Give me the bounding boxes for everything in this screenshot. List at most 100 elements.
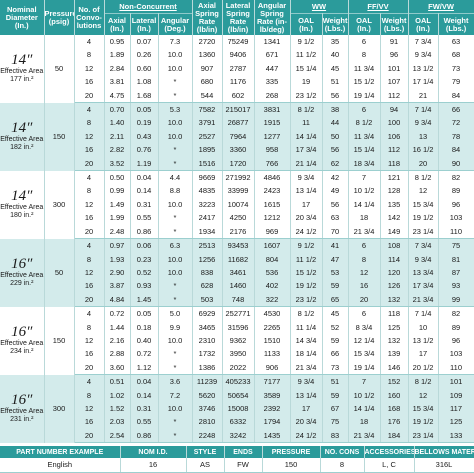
table-cell: 65 [322,292,349,308]
table-cell: 18 [348,415,381,429]
table-cell: 9 3/4 [408,252,439,266]
table-cell: 0.86 [130,428,159,444]
table-cell: 10.0 [158,252,193,266]
table-cell: 3223 [192,197,223,212]
table-cell: 73 [438,61,474,76]
table-cell: 12 [74,197,105,212]
table-cell: 94 [380,102,409,117]
table-cell: 18 [348,211,381,225]
table-cell: 0.05 [130,102,159,117]
table-row: 16 1.99 0.55 * 2417 4250 1212 20 3/4 63 18 142 19 1… [0,211,474,225]
table-cell: 2.82 [104,143,131,157]
table-cell: 0.52 [130,265,159,280]
table-cell: 12 [408,184,439,198]
table-cell: 13 3/4 [408,265,439,280]
diameter-cell: 14″ Effective Area 180 in.² [0,170,45,239]
table-cell: 1360 [192,48,223,62]
table-cell: 70 [322,224,349,240]
header-cell: Weight (Lbs.) [322,13,349,35]
table-cell: 15 3/4 [408,401,439,416]
table-cell: 20 [74,292,105,308]
table-cell: 958 [254,143,291,157]
table-cell: 4 [74,102,105,117]
table-cell: 19 1/4 [348,88,381,104]
table-cell: 1607 [254,238,291,253]
table-cell: 83 [322,428,349,444]
table-cell: 447 [254,61,291,76]
part-value: 316L [414,458,474,473]
table-row: 16″ Effective Area 234 in.² 150 4 0.72 0.05 5.0… [0,306,474,375]
table-cell: 2.54 [104,428,131,444]
table-cell: 9 1/2 [290,35,323,49]
table-cell: 3.6 [158,374,193,389]
part-value: FW [224,458,263,473]
table-cell: 146 [380,360,409,376]
table-cell: 7 1/4 [408,102,439,117]
table-cell: * [158,292,193,308]
table-cell: 13 1/2 [408,61,439,76]
table-cell: 10.0 [158,401,193,416]
table-cell: 838 [192,265,223,280]
table-cell: 12 1/4 [348,333,381,348]
table-cell: 7964 [222,129,255,144]
table-cell: 0.99 [104,184,131,198]
table-cell: 20 1/2 [408,360,439,376]
table-cell: 38 [322,102,349,117]
table-cell: 9 3/4 [290,374,323,389]
table-cell: 35 [322,35,349,49]
table-cell: 4 [74,374,105,389]
table-cell: 4 [74,170,105,185]
table-cell: 8 1/2 [290,102,323,117]
table-cell: 118 [380,156,409,172]
table-cell: 11 1/2 [290,48,323,62]
table-cell: 2176 [222,224,255,240]
table-cell: 67 [322,401,349,416]
table-cell: 16 [74,347,105,361]
table-cell: 19 1/2 [408,415,439,429]
table-cell: 3360 [222,143,255,157]
table-cell: 89 [438,320,474,334]
table-cell: 4 [74,306,105,321]
table-cell: 117 [438,401,474,416]
table-row: 14″ Effective Area 180 in.² 300 4 0.50 0.04 4.4… [0,170,474,239]
header-cell: OAL (In.) [348,13,381,35]
table-cell: 1386 [192,360,223,376]
table-cell: 10.0 [158,265,193,280]
table-cell: 11 1/2 [290,252,323,266]
table-cell: 7177 [254,374,291,389]
table-cell: 3242 [222,428,255,444]
table-cell: 142 [380,211,409,225]
table-cell: 7.3 [158,35,193,49]
table-cell: 96 [438,333,474,348]
table-cell: 50654 [222,388,255,402]
table-cell: 20 [74,224,105,240]
table-cell: * [158,279,193,293]
table-cell: 0.31 [130,401,159,416]
table-cell: 8 [74,184,105,198]
table-cell: 2.84 [104,61,131,76]
table-cell: 8 [348,252,381,266]
table-cell: 45 [322,306,349,321]
table-cell: 7 3/4 [408,35,439,49]
table-cell: 15 1/2 [290,265,323,280]
table-cell: 114 [380,252,409,266]
table-cell: 75 [438,238,474,253]
table-cell: 252771 [222,306,255,321]
table-cell: 12 [348,265,381,280]
table-cell: 91 [380,35,409,49]
table-cell: 1934 [192,224,223,240]
table-cell: 17 3/4 [290,143,323,157]
pressure-cell: 50 [44,35,75,103]
table-cell: 0.93 [130,279,159,293]
header-cell: Pressure (psig) [44,0,75,35]
table-cell: 73 [322,360,349,376]
table-cell: 31596 [222,320,255,334]
part-header: PART NUMBER EXAMPLE [0,446,121,459]
table-cell: 18 1/4 [290,347,323,361]
table-cell: 1.89 [104,48,131,62]
table-cell: 2310 [192,333,223,348]
table-row: 12 1.49 0.31 10.0 3223 10074 1615 17 56 14 1/4 135… [0,197,474,212]
table-cell: 8 1/2 [408,170,439,185]
diameter: 14″ [11,188,33,205]
